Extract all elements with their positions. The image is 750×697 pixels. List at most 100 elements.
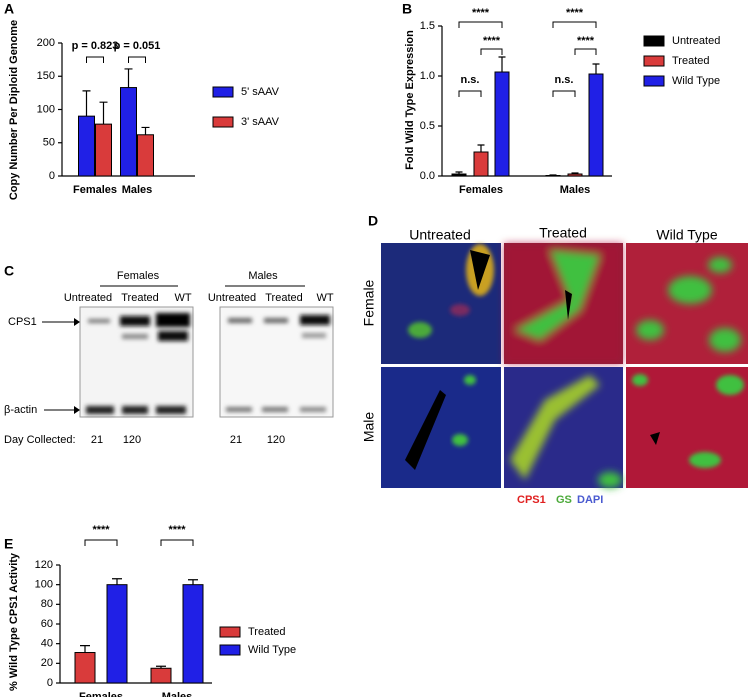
legend-label: 3' sAAV (241, 116, 280, 128)
y-tick-label: 40 (41, 638, 53, 650)
y-tick-label: 50 (43, 137, 55, 149)
lane-label: Treated (121, 292, 159, 304)
legend-label: Untreated (672, 35, 720, 47)
y-tick-label: 100 (37, 103, 55, 115)
image-tile (626, 367, 748, 488)
legend-swatch (212, 86, 234, 98)
y-tick-label: 0.0 (420, 170, 435, 182)
stain-label: CPS1 (517, 494, 546, 506)
lane-label: Untreated (208, 292, 256, 304)
group-label: Females (117, 270, 160, 282)
x-tick-label: Females (73, 184, 117, 196)
legend-swatch (219, 644, 241, 656)
bracket (480, 48, 503, 55)
bar (120, 87, 137, 177)
error-bar (82, 90, 91, 117)
micrograph-panel: D Untreated Treated Wild Type Female Mal… (361, 213, 748, 506)
image-tile (504, 367, 623, 488)
y-tick-label: 0 (49, 170, 55, 182)
significance: **** (483, 35, 501, 47)
bracket (552, 21, 597, 28)
error-bar (571, 172, 579, 174)
bracket (160, 539, 194, 546)
legend-swatch (643, 75, 665, 87)
legend-swatch (643, 35, 665, 47)
y-tick-label: 1.0 (420, 70, 435, 82)
panel-letter: B (402, 1, 412, 17)
lane-label: Treated (265, 292, 303, 304)
image-tile (504, 243, 623, 364)
marker-label: β-actin (4, 404, 37, 416)
legend-label: 5' sAAV (241, 86, 280, 98)
bar (150, 667, 172, 684)
bar (182, 584, 204, 684)
lane-label: Untreated (64, 292, 112, 304)
day: 120 (123, 434, 141, 446)
column-label: Treated (539, 225, 587, 241)
bar (473, 151, 489, 177)
error-bar (124, 68, 133, 88)
bar (567, 173, 583, 177)
image-tile (381, 367, 501, 488)
x-tick-label: Males (122, 184, 153, 196)
marker-label: CPS1 (8, 316, 37, 328)
significance: **** (472, 7, 490, 19)
y-tick-label: 1.5 (420, 20, 435, 32)
panel-letter: E (4, 536, 13, 552)
legend-swatch (212, 116, 234, 128)
y-tick-label: 20 (41, 657, 53, 669)
blot-membrane (219, 306, 334, 418)
bar (137, 134, 154, 177)
bracket (574, 48, 597, 55)
bracket (86, 56, 104, 63)
y-tick-label: 120 (35, 559, 53, 571)
legend-label: Wild Type (248, 644, 296, 656)
day: 21 (91, 434, 103, 446)
bracket (84, 539, 118, 546)
significance: **** (577, 35, 595, 47)
error-bar (156, 665, 166, 669)
x-tick-label: Females (459, 184, 503, 196)
significance: **** (168, 524, 186, 536)
arrow-head (74, 406, 80, 414)
y-axis-label: Copy Number Per Diploid Genome (8, 20, 20, 200)
day: 21 (230, 434, 242, 446)
stain-label: GS (556, 494, 572, 506)
lane-label: WT (174, 292, 191, 304)
error-bar (112, 578, 122, 585)
y-tick-label: 0.5 (420, 120, 435, 132)
column-label: Wild Type (656, 227, 717, 243)
x-tick-label: Males (162, 691, 193, 697)
legend-swatch (643, 55, 665, 67)
error-bar (455, 171, 463, 174)
day: 120 (267, 434, 285, 446)
y-axis-label: Fold Wild Type Expression (404, 30, 416, 170)
significance: p = 0.051 (114, 40, 161, 52)
x-tick-label: Females (79, 691, 123, 697)
legend-label: Wild Type (672, 75, 720, 87)
legend-swatch (219, 626, 241, 638)
significance: **** (92, 524, 110, 536)
arrow-head (74, 318, 80, 326)
image-tile (381, 243, 501, 364)
column-label: Untreated (409, 227, 470, 243)
significance: **** (566, 7, 584, 19)
bracket (458, 90, 482, 97)
bar (78, 115, 95, 177)
y-tick-label: 80 (41, 598, 53, 610)
legend-label: Treated (248, 626, 286, 638)
image-tile (626, 243, 748, 364)
y-axis-label: % Wild Type CPS1 Activity (8, 552, 20, 691)
significance: p = 0.823 (72, 40, 119, 52)
y-tick-label: 100 (35, 579, 53, 591)
significance: n.s. (555, 74, 574, 86)
bar (451, 173, 467, 177)
blot-bands (86, 313, 330, 414)
row-label: Male (361, 412, 377, 443)
bracket (552, 90, 576, 97)
error-bar (141, 126, 150, 135)
y-tick-label: 60 (41, 618, 53, 630)
error-bar (99, 101, 108, 125)
panel-letter: D (368, 213, 378, 229)
